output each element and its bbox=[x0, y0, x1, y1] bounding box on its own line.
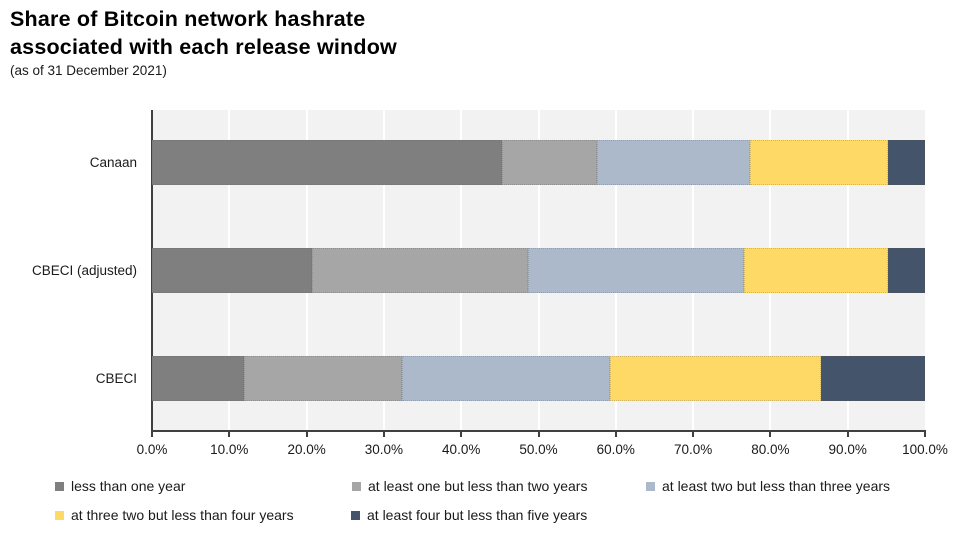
bar-segment bbox=[527, 248, 745, 293]
legend-swatch bbox=[646, 481, 655, 491]
x-tick-label: 20.0% bbox=[287, 442, 326, 457]
legend-swatch bbox=[351, 510, 360, 520]
tick-mark bbox=[228, 432, 231, 437]
x-tick-label: 70.0% bbox=[673, 442, 713, 457]
x-tick-label: 40.0% bbox=[442, 442, 481, 457]
x-axis-tick-labels: 0.0% 10.0% 20.0% 30.0% 40.0% 50.0% 60.0% 70.0% 8… bbox=[137, 442, 948, 460]
bar-row bbox=[152, 248, 925, 293]
bar-segment bbox=[502, 140, 598, 185]
legend-row-1: less than one year at least one but less … bbox=[55, 478, 890, 494]
legend-item: at three two but less than four years bbox=[55, 507, 351, 523]
legend-item: at least two but less than three years bbox=[646, 478, 890, 494]
bar-segment bbox=[312, 248, 528, 293]
bar-segment bbox=[820, 356, 925, 401]
bar-segment bbox=[887, 140, 925, 185]
legend-swatch bbox=[55, 481, 64, 491]
y-axis-labels: Canaan CBECI (adjusted) CBECI bbox=[0, 110, 145, 430]
bar-segment bbox=[401, 356, 610, 401]
x-tick-label: 60.0% bbox=[596, 442, 635, 457]
bar-segment bbox=[609, 356, 821, 401]
x-tick-label: 80.0% bbox=[751, 442, 790, 457]
chart-title-line1: Share of Bitcoin network hashrate bbox=[10, 7, 366, 31]
bar-row bbox=[152, 356, 925, 401]
legend-item: at least one but less than two years bbox=[352, 478, 646, 494]
bar-row bbox=[152, 140, 925, 185]
legend-label: at three two but less than four years bbox=[71, 507, 294, 523]
bar-segment bbox=[152, 356, 244, 401]
legend-swatch bbox=[55, 510, 64, 520]
tick-mark bbox=[305, 432, 308, 437]
tick-mark bbox=[769, 432, 772, 437]
bar-segment bbox=[152, 140, 503, 185]
bar-segment bbox=[597, 140, 751, 185]
tick-mark bbox=[924, 432, 926, 437]
tick-mark bbox=[382, 432, 385, 437]
x-tick-label: 0.0% bbox=[136, 442, 168, 457]
x-axis-ticks bbox=[151, 432, 926, 438]
bar-segment bbox=[152, 248, 312, 293]
plot-area bbox=[151, 110, 925, 430]
y-axis-label: CBECI bbox=[95, 371, 137, 386]
tick-mark bbox=[692, 432, 695, 437]
legend-label: at least one but less than two years bbox=[368, 478, 588, 494]
x-tick-label: 10.0% bbox=[210, 442, 249, 457]
tick-mark bbox=[614, 432, 617, 437]
tick-mark bbox=[537, 432, 540, 437]
bar-segment bbox=[243, 356, 402, 401]
legend-row-2: at three two but less than four years at … bbox=[55, 507, 587, 523]
y-axis-label: Canaan bbox=[89, 155, 137, 170]
x-tick-label: 50.0% bbox=[519, 442, 558, 457]
legend-item: less than one year bbox=[55, 478, 352, 494]
tick-mark bbox=[846, 432, 849, 437]
bar-segment bbox=[750, 140, 888, 185]
legend-swatch bbox=[352, 481, 361, 491]
legend-item: at least four but less than five years bbox=[351, 507, 587, 523]
bar-segment bbox=[887, 248, 925, 293]
legend-label: at least four but less than five years bbox=[367, 507, 588, 523]
y-axis-label: CBECI (adjusted) bbox=[31, 263, 137, 278]
x-tick-label: 30.0% bbox=[364, 442, 404, 457]
x-axis-line bbox=[151, 430, 926, 432]
chart-subtitle: (as of 31 December 2021) bbox=[10, 63, 167, 78]
legend-label: less than one year bbox=[71, 478, 186, 494]
bar-segment bbox=[744, 248, 888, 293]
chart-title-line2: associated with each release window bbox=[10, 35, 397, 59]
chart-title: Share of Bitcoin network hashrate associ… bbox=[10, 5, 397, 61]
tick-mark bbox=[151, 432, 153, 437]
x-tick-label: 100.0% bbox=[902, 442, 948, 457]
tick-mark bbox=[460, 432, 463, 437]
legend-label: at least two but less than three years bbox=[662, 478, 891, 494]
x-tick-label: 90.0% bbox=[828, 442, 867, 457]
